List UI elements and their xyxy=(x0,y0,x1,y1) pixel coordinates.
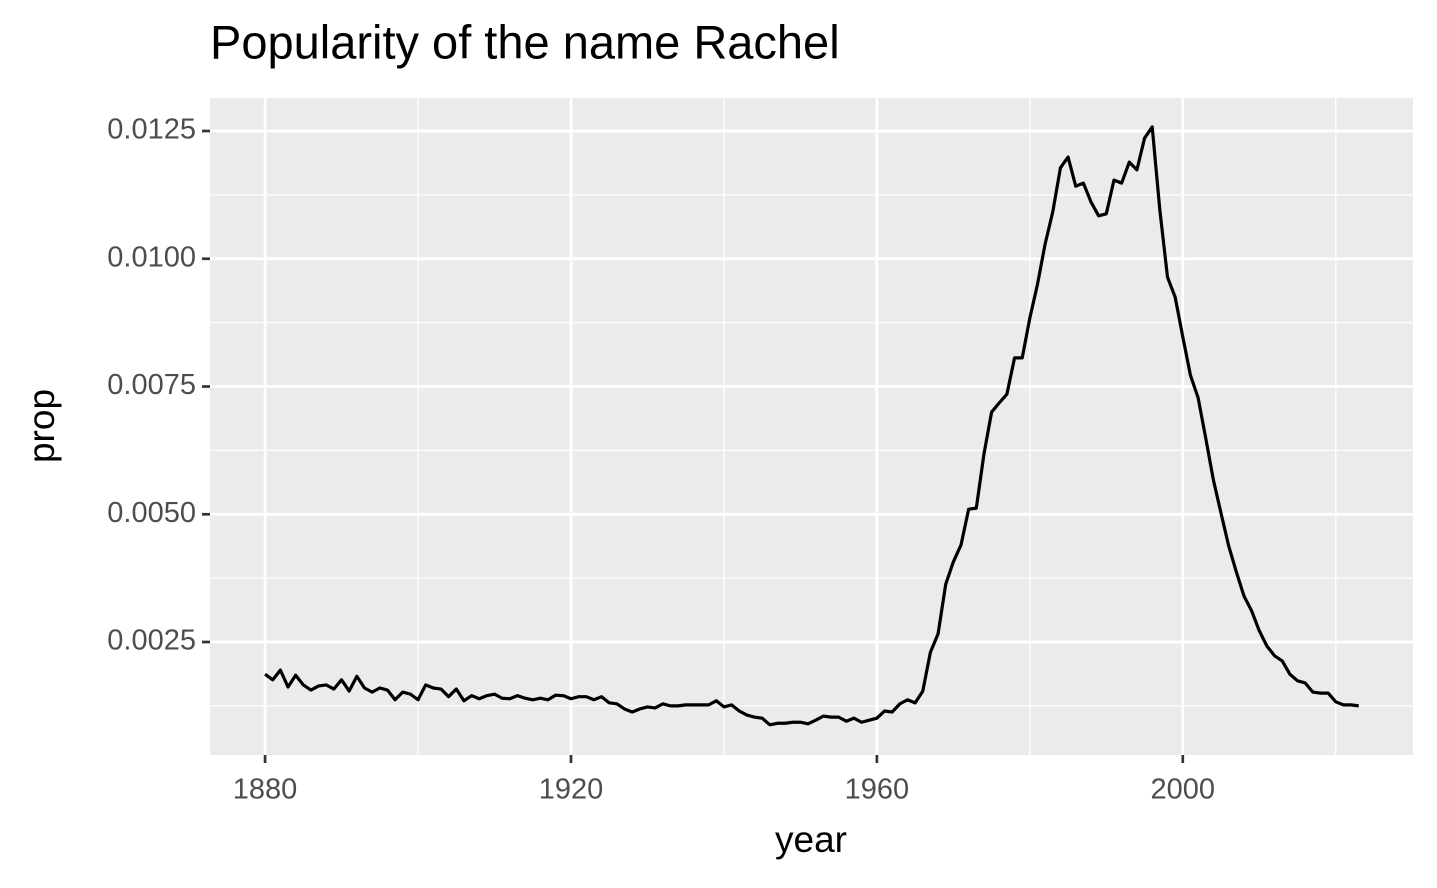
chart-title: Popularity of the name Rachel xyxy=(210,15,840,68)
y-tick-label: 0.0025 xyxy=(107,625,196,657)
y-tick-label: 0.0050 xyxy=(107,497,196,529)
data-line xyxy=(264,125,1359,727)
x-tick-label: 2000 xyxy=(1151,774,1216,806)
y-axis-title: prop xyxy=(21,389,62,463)
panel xyxy=(210,98,1413,755)
x-tick-label: 1920 xyxy=(539,774,604,806)
y-tick-label: 0.0075 xyxy=(107,369,196,401)
y-tick-label: 0.0125 xyxy=(107,114,196,146)
x-tick-label: 1880 xyxy=(233,774,298,806)
x-tick-label: 1960 xyxy=(845,774,910,806)
x-axis-title: year xyxy=(775,819,847,860)
y-tick-label: 0.0100 xyxy=(107,241,196,273)
grid xyxy=(210,98,1413,755)
